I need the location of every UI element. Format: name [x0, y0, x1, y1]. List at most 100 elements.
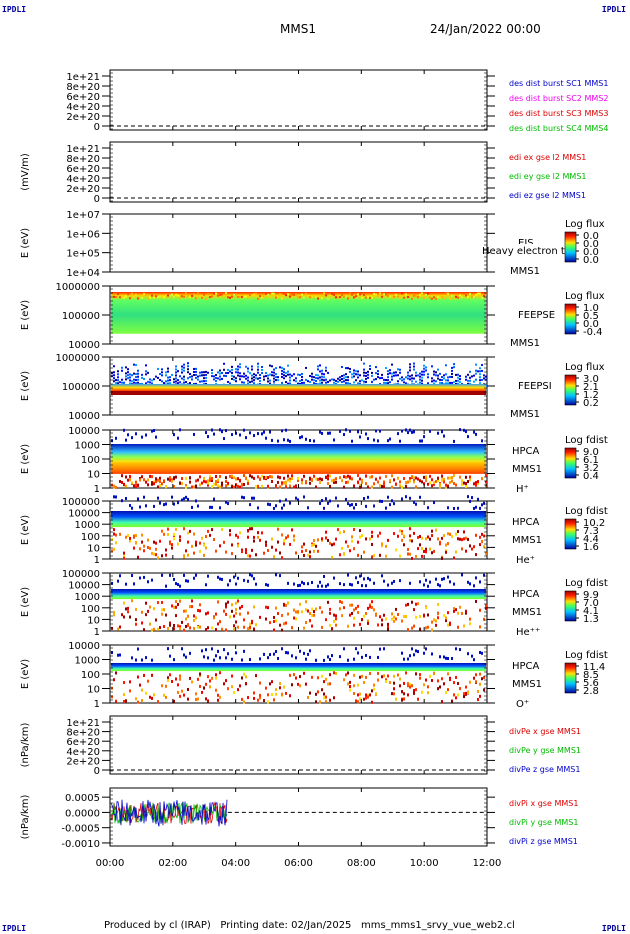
spectrogram-cell	[291, 528, 293, 532]
spectrogram-cell	[165, 502, 167, 506]
spectrogram-cell	[347, 573, 349, 577]
spectrogram-cell	[119, 653, 121, 657]
spectrogram-cell	[339, 600, 341, 604]
spectrogram-cell	[297, 584, 299, 588]
spectrogram-cell	[231, 371, 233, 374]
spectrogram-cell	[287, 534, 289, 538]
spectrogram-cell	[329, 379, 331, 382]
spectrogram-cell	[115, 495, 117, 499]
spacecraft-label: MMS1	[510, 338, 540, 349]
spectrogram-cell	[219, 506, 221, 510]
spectrogram-cell	[345, 379, 347, 382]
spectrogram-cell	[175, 600, 177, 604]
spectrogram-cell	[121, 613, 123, 617]
spectrogram-cell	[255, 374, 257, 377]
spectrogram-cell	[113, 374, 115, 377]
spectrogram-cell	[329, 623, 331, 627]
spectrogram-cell	[117, 370, 119, 373]
spectrogram-cell	[115, 379, 117, 382]
spectrogram-cell	[137, 497, 139, 501]
colorbar-title: Log fdist	[565, 435, 608, 446]
spectrogram-cell	[211, 295, 213, 298]
spectrogram-cell	[295, 551, 297, 555]
spectrogram-cell	[219, 695, 221, 699]
spectrogram-cell	[405, 382, 407, 385]
spectrogram-cell	[437, 603, 439, 607]
spectrogram-cell	[353, 657, 355, 661]
spectrogram-cell	[205, 382, 207, 385]
spectrogram-cell	[231, 295, 233, 298]
spectrogram-cell	[275, 373, 277, 376]
spectrogram-cell	[171, 680, 173, 684]
spectrogram-cell	[259, 615, 261, 619]
spectrogram-cell	[251, 380, 253, 383]
spectrogram-cell	[427, 382, 429, 385]
spectrogram-cell	[433, 370, 435, 373]
spectrogram-cell	[375, 378, 377, 381]
spectrogram-cell	[309, 439, 311, 443]
spectrogram-cell	[453, 681, 455, 685]
spectrogram-cell	[199, 603, 201, 607]
spectrogram-cell	[311, 295, 313, 298]
spectrogram-cell	[333, 671, 335, 675]
spectrogram-cell	[481, 651, 483, 655]
spectrogram-cell	[133, 372, 135, 375]
spectrogram-cell	[483, 617, 485, 621]
spectrogram-cell	[319, 606, 321, 610]
spectrogram-cell	[401, 532, 403, 536]
spectrogram-cell	[357, 683, 359, 687]
spectrogram-cell	[331, 627, 333, 631]
spectrogram-cell	[175, 368, 177, 371]
spectrogram-cell	[409, 363, 411, 366]
y-tick-label: 10	[87, 615, 100, 626]
spectrogram-cell	[111, 372, 113, 375]
spectrogram-cell	[381, 574, 383, 578]
species-label: He⁺	[516, 555, 535, 566]
spectrogram-cell	[415, 374, 417, 377]
spectrogram-cell	[251, 374, 253, 377]
colorbar-tick-label: 2.8	[583, 686, 599, 697]
spectrogram-cell	[413, 624, 415, 628]
spectrogram-cell	[441, 577, 443, 581]
spectrogram-cell	[205, 373, 207, 376]
spectrogram-cell	[285, 372, 287, 375]
spectrogram-cell	[445, 483, 447, 487]
spectrogram-cell	[305, 378, 307, 381]
spectrogram-cell	[343, 647, 345, 651]
spectrogram-cell	[465, 536, 467, 540]
y-tick-label: 0.0000	[65, 808, 100, 819]
spectrogram-cell	[125, 699, 127, 703]
spectrogram-cell	[419, 375, 421, 378]
spectrogram-cell	[447, 376, 449, 379]
spectrogram-cell	[353, 369, 355, 372]
colorbar-tick-label: 0.0	[583, 247, 599, 258]
spectrogram-cell	[467, 691, 469, 695]
spectrogram-cell	[353, 623, 355, 627]
spectrogram-cell	[159, 539, 161, 543]
spectrogram-cell	[157, 556, 159, 560]
spectrogram-cell	[321, 297, 323, 300]
spectrogram-fill	[111, 663, 486, 672]
spectrogram-cell	[275, 573, 277, 577]
spectrogram-cell	[425, 678, 427, 682]
y-tick-label: 100	[81, 455, 100, 466]
spectrogram-cell	[365, 537, 367, 541]
spectrogram-cell	[415, 295, 417, 298]
spectrogram-cell	[403, 381, 405, 384]
spectrogram-cell	[117, 373, 119, 376]
spectrogram-cell	[359, 380, 361, 383]
spectrogram-cell	[319, 379, 321, 382]
spectrogram-cell	[201, 649, 203, 653]
spectrogram-cell	[129, 478, 131, 482]
instrument-label: HPCA	[512, 517, 540, 528]
spectrogram-cell	[127, 478, 129, 482]
spectrogram-cell	[293, 485, 295, 489]
spectrogram-cell	[177, 370, 179, 373]
spectrogram-cell	[303, 651, 305, 655]
spectrogram-cell	[473, 584, 475, 588]
spectrogram-cell	[273, 374, 275, 377]
spectrogram-cell	[427, 376, 429, 379]
spectrogram-cell	[403, 657, 405, 661]
spectrogram-cell	[285, 428, 287, 432]
spectrogram-cell	[205, 648, 207, 652]
